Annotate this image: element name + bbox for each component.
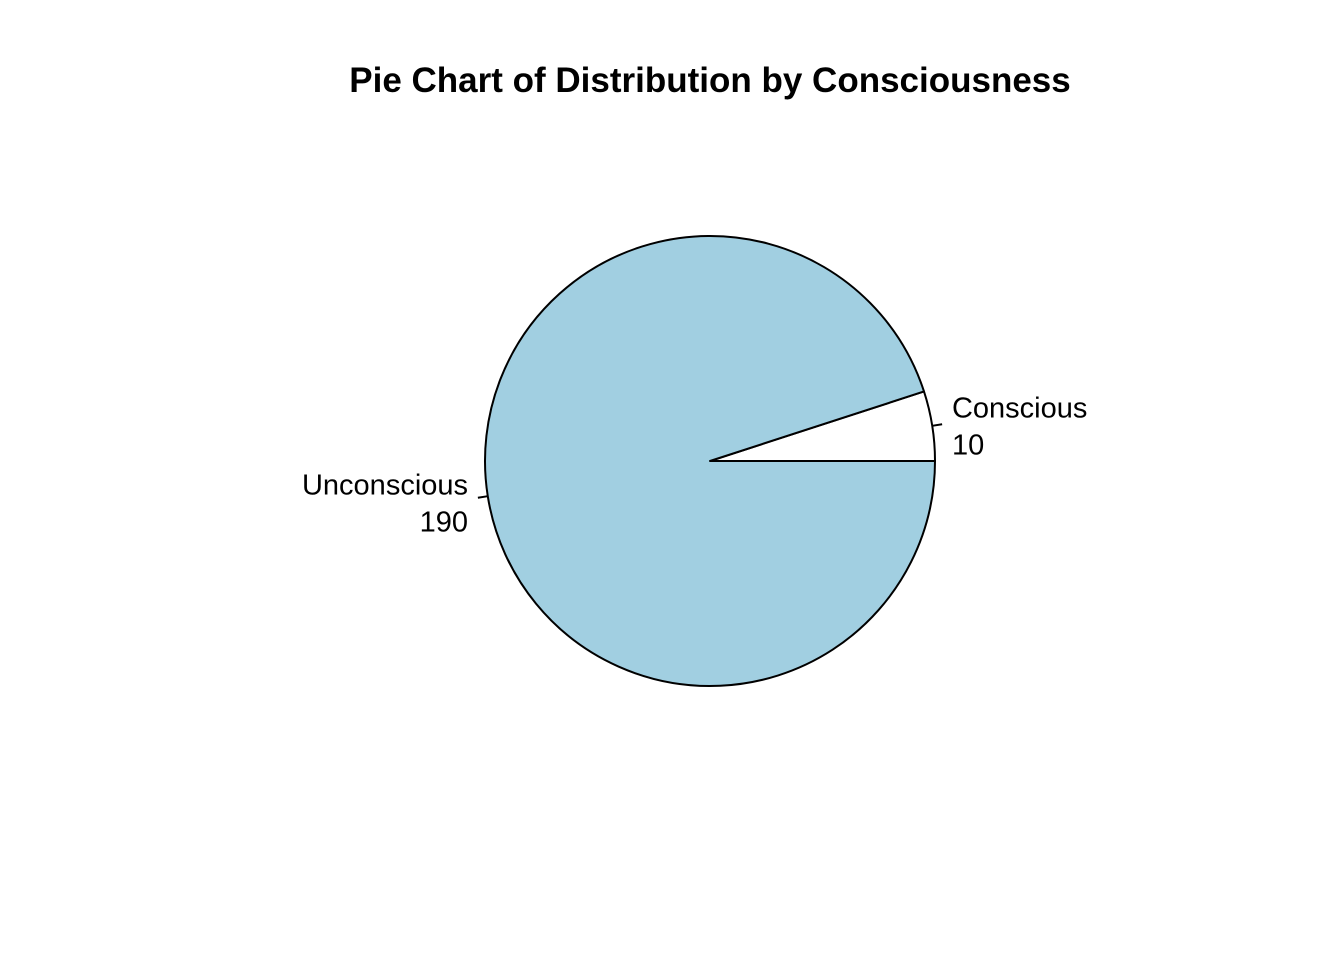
pie-slices [484, 235, 936, 687]
slice-label-unconscious: Unconscious [302, 469, 468, 501]
slice-value-unconscious: 190 [420, 506, 468, 538]
slice-value-conscious: 10 [952, 430, 984, 462]
slice-labels: Conscious 10 Unconscious 190 [302, 393, 1087, 539]
slice-label-conscious: Conscious [952, 393, 1087, 425]
pie-slice-unconscious [484, 235, 936, 687]
label-tick-unconscious [477, 495, 488, 499]
chart-title: Pie Chart of Distribution by Consciousne… [349, 61, 1070, 100]
label-tick-conscious [932, 423, 943, 427]
